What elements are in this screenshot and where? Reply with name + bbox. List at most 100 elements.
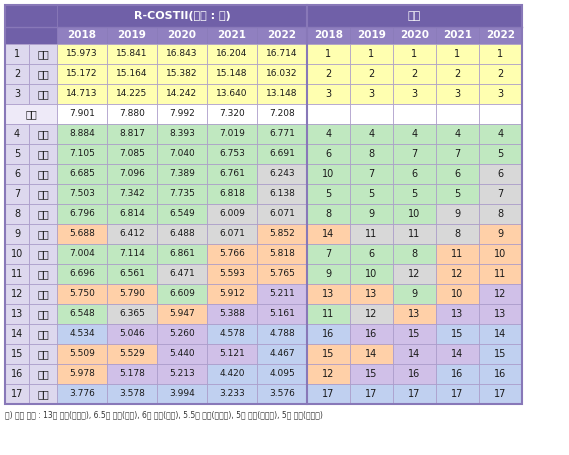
- Text: 6: 6: [14, 169, 20, 179]
- Text: 울산: 울산: [37, 189, 49, 199]
- Bar: [207, 44, 257, 64]
- Text: 12: 12: [365, 309, 378, 319]
- Bar: [257, 364, 307, 384]
- Text: 15.841: 15.841: [116, 50, 148, 59]
- Bar: [157, 284, 207, 304]
- Text: 5: 5: [14, 149, 20, 159]
- Text: 11: 11: [11, 269, 23, 279]
- Bar: [393, 284, 436, 304]
- Text: 11: 11: [323, 309, 335, 319]
- Text: 3.578: 3.578: [119, 389, 145, 399]
- Bar: [107, 144, 157, 164]
- Bar: [257, 124, 307, 144]
- Text: 2: 2: [368, 69, 374, 79]
- Text: 5.818: 5.818: [269, 249, 295, 258]
- Text: 16: 16: [11, 369, 23, 379]
- Bar: [436, 184, 479, 204]
- Text: 7.880: 7.880: [119, 110, 145, 118]
- Bar: [479, 364, 522, 384]
- Bar: [207, 264, 257, 284]
- Text: 5.509: 5.509: [69, 349, 95, 359]
- Bar: [436, 27, 479, 44]
- Text: 광주: 광주: [37, 269, 49, 279]
- Text: 7.735: 7.735: [169, 189, 195, 198]
- Bar: [29, 384, 57, 404]
- Text: 6.412: 6.412: [119, 229, 145, 238]
- Text: 10: 10: [11, 249, 23, 259]
- Bar: [257, 144, 307, 164]
- Bar: [350, 344, 393, 364]
- Text: 12: 12: [409, 269, 420, 279]
- Text: 3.994: 3.994: [169, 389, 195, 399]
- Bar: [307, 284, 350, 304]
- Text: 16.843: 16.843: [166, 50, 198, 59]
- Text: 7.992: 7.992: [169, 110, 195, 118]
- Bar: [5, 124, 29, 144]
- Text: 6.818: 6.818: [219, 189, 245, 198]
- Bar: [479, 64, 522, 84]
- Bar: [479, 164, 522, 184]
- Bar: [107, 224, 157, 244]
- Bar: [29, 284, 57, 304]
- Bar: [393, 204, 436, 224]
- Text: 6: 6: [455, 169, 460, 179]
- Text: 경남: 경남: [37, 289, 49, 299]
- Bar: [5, 64, 29, 84]
- Text: 7.085: 7.085: [119, 150, 145, 158]
- Bar: [350, 304, 393, 324]
- Text: 15.148: 15.148: [216, 70, 248, 79]
- Bar: [5, 84, 29, 104]
- Bar: [207, 144, 257, 164]
- Bar: [5, 304, 29, 324]
- Text: 8.817: 8.817: [119, 130, 145, 138]
- Text: 1: 1: [497, 49, 504, 59]
- Text: 17: 17: [409, 389, 420, 399]
- Text: 6.071: 6.071: [219, 229, 245, 238]
- Text: 14: 14: [409, 349, 420, 359]
- Text: 15: 15: [409, 329, 420, 339]
- Text: 세종: 세종: [37, 369, 49, 379]
- Bar: [307, 344, 350, 364]
- Bar: [57, 364, 107, 384]
- Text: 13: 13: [409, 309, 420, 319]
- Bar: [393, 104, 436, 124]
- Bar: [257, 264, 307, 284]
- Text: 충북: 충북: [37, 249, 49, 259]
- Text: 4.467: 4.467: [269, 349, 295, 359]
- Bar: [350, 284, 393, 304]
- Bar: [257, 44, 307, 64]
- Text: 16: 16: [451, 369, 464, 379]
- Bar: [157, 364, 207, 384]
- Bar: [207, 364, 257, 384]
- Text: 인천: 인천: [37, 209, 49, 219]
- Bar: [207, 104, 257, 124]
- Text: 3.576: 3.576: [269, 389, 295, 399]
- Bar: [5, 5, 522, 404]
- Bar: [107, 84, 157, 104]
- Text: 충남: 충남: [37, 149, 49, 159]
- Text: 4: 4: [455, 129, 460, 139]
- Text: 14.713: 14.713: [66, 90, 98, 98]
- Bar: [5, 224, 29, 244]
- Bar: [350, 84, 393, 104]
- Text: 대전: 대전: [37, 89, 49, 99]
- Text: 10: 10: [323, 169, 335, 179]
- Bar: [350, 64, 393, 84]
- Text: 7: 7: [14, 189, 20, 199]
- Bar: [107, 104, 157, 124]
- Text: 2: 2: [411, 69, 418, 79]
- Text: 13: 13: [323, 289, 335, 299]
- Text: 4.578: 4.578: [219, 329, 245, 339]
- Text: 2022: 2022: [486, 30, 515, 40]
- Text: 16.714: 16.714: [266, 50, 298, 59]
- Bar: [5, 384, 29, 404]
- Text: 6.071: 6.071: [269, 209, 295, 218]
- Text: 6.761: 6.761: [219, 170, 245, 178]
- Text: 5: 5: [325, 189, 332, 199]
- Text: 5.912: 5.912: [219, 289, 245, 298]
- Bar: [479, 344, 522, 364]
- Bar: [307, 84, 350, 104]
- Bar: [57, 124, 107, 144]
- Text: 6: 6: [325, 149, 332, 159]
- Bar: [157, 384, 207, 404]
